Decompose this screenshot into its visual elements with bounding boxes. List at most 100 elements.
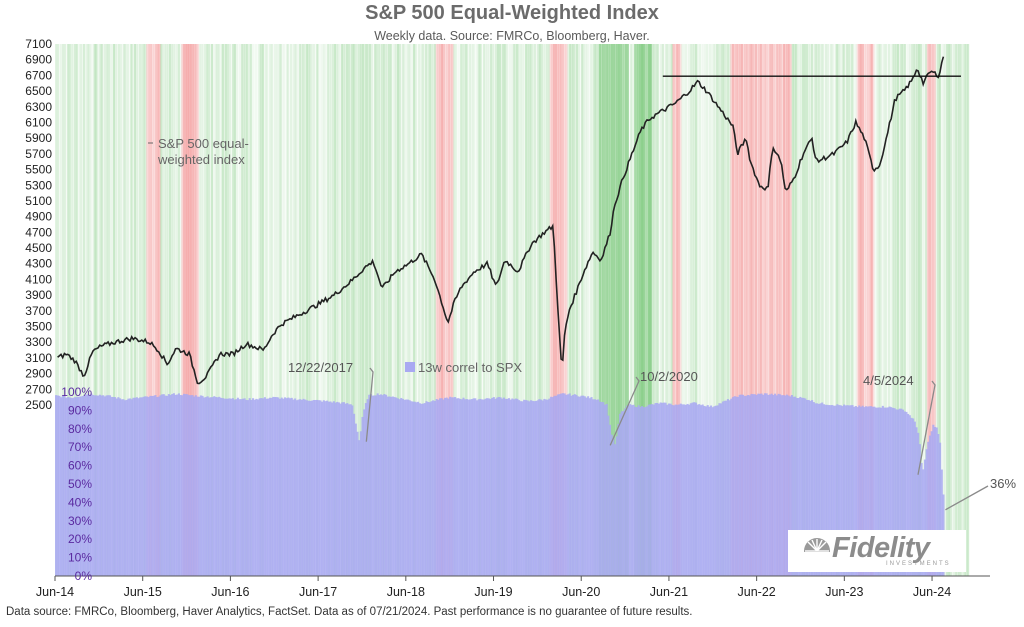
correlation-bar [539, 399, 543, 576]
corr-tick-label: 50% [68, 477, 92, 491]
correlation-bar [736, 396, 740, 576]
correlation-bar [647, 404, 650, 576]
background-band [116, 44, 119, 576]
correlation-bar [664, 402, 667, 576]
background-band [689, 44, 693, 576]
background-band [176, 44, 179, 576]
correlation-bar [550, 396, 553, 576]
background-band [58, 44, 61, 576]
x-tick-label: Jun-17 [299, 585, 337, 599]
background-band [55, 44, 58, 576]
correlation-bar [789, 396, 792, 576]
background-band [160, 44, 163, 576]
background-band [161, 44, 165, 576]
correlation-bar [683, 404, 686, 576]
correlation-bar [533, 401, 536, 576]
corr-tick-label: 20% [68, 532, 92, 546]
correlation-bar [294, 398, 297, 576]
correlation-bar [398, 399, 401, 576]
correlation-bar [634, 406, 637, 576]
correlation-bar [752, 394, 755, 576]
background-band [232, 44, 235, 576]
correlation-bar [201, 395, 204, 576]
correlation-bar [723, 400, 726, 576]
background-band [872, 44, 875, 576]
background-band [468, 44, 472, 576]
correlation-bar [514, 398, 517, 576]
correlation-bar [782, 395, 785, 576]
correlation-bar [497, 396, 500, 576]
background-band [739, 44, 742, 576]
background-band [209, 44, 212, 576]
correlation-bar [794, 396, 797, 576]
correlation-bar [161, 394, 164, 576]
correlation-bar [209, 397, 213, 576]
correlation-bar [706, 405, 709, 576]
background-band [544, 44, 547, 576]
background-band [446, 44, 449, 576]
background-band [805, 44, 808, 576]
y-tick-label: 6100 [25, 115, 52, 129]
correlation-bar [802, 397, 805, 576]
background-band [509, 44, 512, 576]
y-tick-label: 2700 [25, 382, 52, 396]
correlation-bar [302, 398, 305, 576]
correlation-bar [369, 394, 372, 576]
corr-tick-label: 90% [68, 403, 92, 417]
correlation-bar [711, 407, 714, 576]
background-band [288, 44, 291, 576]
background-band [335, 44, 338, 576]
correlation-bar [553, 395, 556, 576]
correlation-bar [807, 399, 810, 576]
correlation-bar [566, 394, 569, 576]
correlation-bar [124, 400, 127, 576]
background-band [598, 44, 601, 576]
x-tick-label: Jun-14 [36, 585, 74, 599]
correlation-bar [324, 401, 327, 576]
correlation-bar [305, 400, 308, 576]
correlation-bar [297, 399, 300, 576]
background-band [611, 44, 614, 576]
background-band [460, 44, 463, 576]
correlation-bar [937, 433, 940, 576]
background-band [458, 44, 461, 576]
background-band [191, 44, 194, 576]
background-band [490, 44, 493, 576]
correlation-bar [893, 408, 896, 576]
background-band [386, 44, 389, 576]
background-band [747, 44, 750, 576]
background-band [639, 44, 642, 576]
background-band [735, 44, 738, 576]
correlation-bar [443, 397, 447, 576]
background-band [621, 44, 624, 576]
correlation-bar [905, 411, 908, 576]
correlation-bar [880, 407, 883, 576]
correlation-bar [457, 398, 460, 576]
background-band [433, 44, 436, 576]
background-band [347, 44, 350, 576]
background-band [821, 44, 824, 576]
correlation-bar [213, 396, 216, 576]
correlation-bar [896, 409, 900, 576]
correlation-bar [214, 397, 218, 576]
background-band [768, 44, 771, 576]
axes: 7100690067006500630061005900570055005300… [25, 37, 990, 599]
background-bands [55, 44, 970, 576]
background-band [244, 44, 247, 576]
background-band [839, 44, 842, 576]
correlation-bar [774, 393, 777, 576]
correlation-bar [595, 399, 598, 576]
background-band [946, 44, 949, 576]
correlation-bar [642, 407, 645, 576]
corr-tick-label: 40% [68, 495, 92, 509]
correlation-bar [696, 404, 699, 576]
correlation-bar [400, 397, 403, 576]
background-band [916, 44, 919, 576]
background-band [756, 44, 759, 576]
background-band [212, 44, 215, 576]
correlation-bar [299, 399, 302, 576]
correlation-bar [758, 393, 761, 576]
background-band [125, 44, 128, 576]
correlation-bar [878, 407, 881, 576]
background-band [298, 44, 301, 576]
